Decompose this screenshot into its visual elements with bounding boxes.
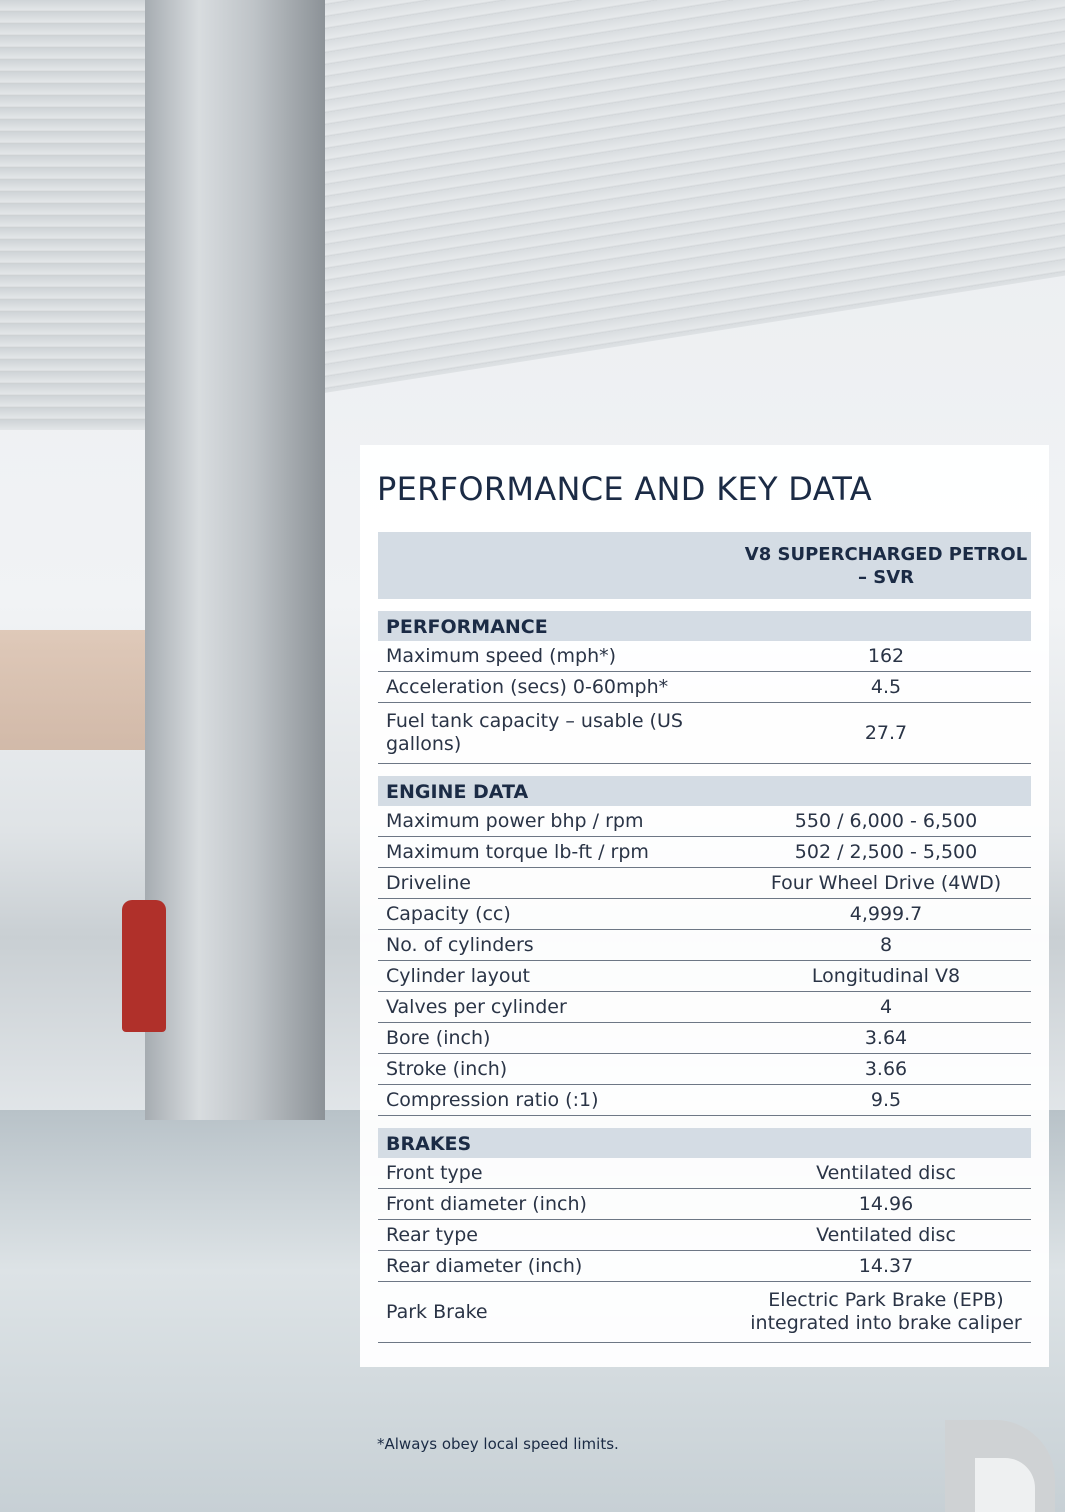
row-value: 14.96 bbox=[741, 1193, 1031, 1216]
row-value: 550 / 6,000 - 6,500 bbox=[741, 810, 1031, 833]
row-label: Stroke (inch) bbox=[378, 1058, 741, 1081]
row-value: 4,999.7 bbox=[741, 903, 1031, 926]
row-value: 4.5 bbox=[741, 676, 1031, 699]
table-row: Bore (inch)3.64 bbox=[378, 1023, 1031, 1054]
row-value: Ventilated disc bbox=[741, 1162, 1031, 1185]
table-row: Acceleration (secs) 0-60mph*4.5 bbox=[378, 672, 1031, 703]
row-label: Rear type bbox=[378, 1224, 741, 1247]
table-row: Compression ratio (:1)9.5 bbox=[378, 1085, 1031, 1116]
row-label: Cylinder layout bbox=[378, 965, 741, 988]
footnote: *Always obey local speed limits. bbox=[377, 1435, 619, 1453]
row-value: 27.7 bbox=[741, 722, 1031, 745]
row-label: Valves per cylinder bbox=[378, 996, 741, 1019]
row-value: 9.5 bbox=[741, 1089, 1031, 1112]
row-label: Acceleration (secs) 0-60mph* bbox=[378, 676, 741, 699]
fire-extinguisher bbox=[122, 900, 166, 1032]
page: PERFORMANCE AND KEY DATA V8 SUPERCHARGED… bbox=[0, 0, 1065, 1512]
row-value: Longitudinal V8 bbox=[741, 965, 1031, 988]
column-header: V8 SUPERCHARGED PETROL – SVR bbox=[378, 532, 1031, 599]
logo-cutout bbox=[975, 1458, 1035, 1512]
trees bbox=[0, 630, 145, 750]
row-value: 162 bbox=[741, 645, 1031, 668]
spec-table: V8 SUPERCHARGED PETROL – SVR PERFORMANCE… bbox=[378, 532, 1031, 1343]
row-label: No. of cylinders bbox=[378, 934, 741, 957]
row-label: Maximum power bhp / rpm bbox=[378, 810, 741, 833]
row-value: Four Wheel Drive (4WD) bbox=[741, 872, 1031, 895]
row-label: Bore (inch) bbox=[378, 1027, 741, 1050]
pillar bbox=[145, 0, 325, 1120]
row-value: 8 bbox=[741, 934, 1031, 957]
row-label: Front type bbox=[378, 1162, 741, 1185]
row-label: Capacity (cc) bbox=[378, 903, 741, 926]
row-label: Compression ratio (:1) bbox=[378, 1089, 741, 1112]
table-row: Front diameter (inch)14.96 bbox=[378, 1189, 1031, 1220]
title: PERFORMANCE AND KEY DATA bbox=[377, 470, 872, 508]
row-value: 3.64 bbox=[741, 1027, 1031, 1050]
row-value: Electric Park Brake (EPB) integrated int… bbox=[741, 1289, 1031, 1335]
table-row: Stroke (inch)3.66 bbox=[378, 1054, 1031, 1085]
column-header-text: V8 SUPERCHARGED PETROL – SVR bbox=[741, 543, 1031, 589]
row-value: 502 / 2,500 - 5,500 bbox=[741, 841, 1031, 864]
row-value: 3.66 bbox=[741, 1058, 1031, 1081]
section-header: PERFORMANCE bbox=[378, 611, 1031, 641]
table-row: Rear diameter (inch)14.37 bbox=[378, 1251, 1031, 1282]
section-header: ENGINE DATA bbox=[378, 776, 1031, 806]
row-label: Driveline bbox=[378, 872, 741, 895]
row-value: 14.37 bbox=[741, 1255, 1031, 1278]
section-header: BRAKES bbox=[378, 1128, 1031, 1158]
row-label: Front diameter (inch) bbox=[378, 1193, 741, 1216]
row-label: Maximum torque lb-ft / rpm bbox=[378, 841, 741, 864]
row-label: Maximum speed (mph*) bbox=[378, 645, 741, 668]
row-label: Fuel tank capacity – usable (US gallons) bbox=[378, 710, 741, 756]
row-value: 4 bbox=[741, 996, 1031, 1019]
row-label: Park Brake bbox=[378, 1301, 741, 1324]
table-row: Fuel tank capacity – usable (US gallons)… bbox=[378, 703, 1031, 764]
row-value: Ventilated disc bbox=[741, 1224, 1031, 1247]
row-label: Rear diameter (inch) bbox=[378, 1255, 741, 1278]
table-row: Capacity (cc)4,999.7 bbox=[378, 899, 1031, 930]
table-row: Maximum speed (mph*)162 bbox=[378, 641, 1031, 672]
